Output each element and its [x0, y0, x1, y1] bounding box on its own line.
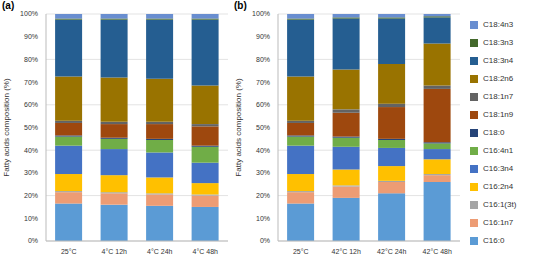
svg-text:Fatty acids composition (%): Fatty acids composition (%): [234, 78, 243, 177]
svg-text:0%: 0%: [260, 237, 270, 244]
svg-text:80%: 80%: [24, 56, 38, 63]
svg-text:42°C 12h: 42°C 12h: [332, 248, 361, 255]
html-text:C18:1n7: C18:1n7: [483, 92, 514, 101]
html-text:C18:0: C18:0: [483, 128, 505, 137]
svg-text:4°C 24h: 4°C 24h: [147, 248, 172, 255]
svg-text:20%: 20%: [24, 192, 38, 199]
html-text:C18:1n9: C18:1n9: [483, 110, 514, 119]
svg-text:50%: 50%: [24, 124, 38, 131]
svg-text:4°C 48h: 4°C 48h: [193, 248, 218, 255]
svg-text:0%: 0%: [28, 237, 38, 244]
svg-text:70%: 70%: [24, 79, 38, 86]
html-text:C16:1n7: C16:1n7: [483, 218, 514, 227]
svg-text:10%: 10%: [24, 215, 38, 222]
svg-text:50%: 50%: [256, 124, 270, 131]
svg-text:90%: 90%: [256, 33, 270, 40]
html-text:C16:4n1: C16:4n1: [483, 146, 514, 155]
html-text:C16:2n4: C16:2n4: [483, 182, 514, 191]
svg-text:42°C 24h: 42°C 24h: [377, 248, 406, 255]
svg-text:4°C 12h: 4°C 12h: [102, 248, 127, 255]
svg-text:30%: 30%: [256, 169, 270, 176]
html-text:(a): (a): [2, 0, 15, 11]
svg-text:40%: 40%: [24, 147, 38, 154]
svg-text:42°C 48h: 42°C 48h: [423, 248, 452, 255]
svg-text:60%: 60%: [24, 101, 38, 108]
svg-text:60%: 60%: [256, 101, 270, 108]
svg-text:100%: 100%: [20, 10, 38, 17]
html-text:C16:0: C16:0: [483, 236, 505, 245]
svg-text:Fatty acids composition (%): Fatty acids composition (%): [8, 78, 11, 177]
svg-text:20%: 20%: [256, 192, 270, 199]
html-text:C18:3n3: C18:3n3: [483, 38, 514, 47]
svg-text:40%: 40%: [256, 147, 270, 154]
html-text:(b): (b): [234, 0, 247, 11]
html-text:C16:1(3t): C16:1(3t): [483, 200, 517, 209]
svg-text:100%: 100%: [252, 10, 270, 17]
html-text:C18:2n6: C18:2n6: [483, 74, 514, 83]
html-text:C18:3n4: C18:3n4: [483, 56, 514, 65]
svg-text:25°C: 25°C: [61, 248, 77, 255]
svg-text:30%: 30%: [24, 169, 38, 176]
svg-text:90%: 90%: [24, 33, 38, 40]
svg-text:70%: 70%: [256, 79, 270, 86]
svg-text:80%: 80%: [256, 56, 270, 63]
svg-text:10%: 10%: [256, 215, 270, 222]
svg-text:25°C: 25°C: [293, 248, 309, 255]
html-text:C18:4n3: C18:4n3: [483, 20, 514, 29]
html-text:C16:3n4: C16:3n4: [483, 164, 514, 173]
